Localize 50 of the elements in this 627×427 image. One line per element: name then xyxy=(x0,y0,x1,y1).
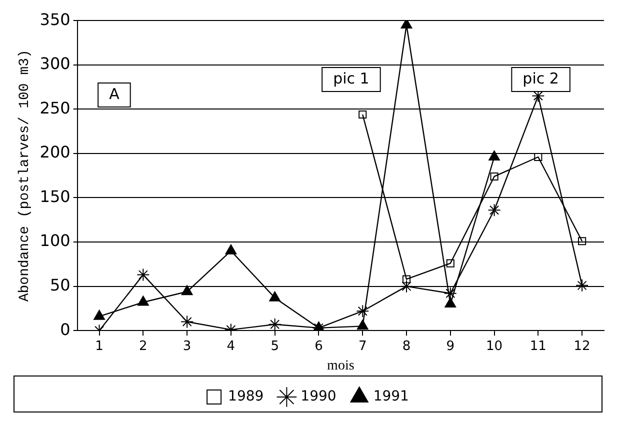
y-tick-label: 250 xyxy=(40,98,70,118)
point xyxy=(137,296,149,306)
point xyxy=(94,310,105,320)
point xyxy=(356,304,370,318)
x-tick-label: 1 xyxy=(95,338,104,354)
y-tick-label: 200 xyxy=(40,142,70,162)
point xyxy=(446,259,454,268)
legend-label: 1989 xyxy=(228,388,264,405)
point xyxy=(400,280,413,293)
x-tick-label: 10 xyxy=(486,338,503,354)
point xyxy=(136,268,150,282)
annotation: A xyxy=(109,84,120,103)
legend-label: 1991 xyxy=(373,388,409,405)
point xyxy=(488,150,500,160)
y-tick-label: 350 xyxy=(40,10,70,29)
point xyxy=(578,237,586,246)
point xyxy=(490,172,498,181)
x-tick-label: 9 xyxy=(446,338,455,354)
point xyxy=(402,275,411,284)
point xyxy=(180,315,194,328)
x-axis-title: mois xyxy=(327,358,354,374)
point xyxy=(225,244,237,254)
x-tick-label: 2 xyxy=(139,338,148,354)
x-tick-label: 12 xyxy=(574,338,590,354)
point xyxy=(356,320,368,330)
point xyxy=(268,318,282,331)
x-tick-label: 5 xyxy=(270,338,279,354)
y-tick-label: 50 xyxy=(50,275,70,294)
point xyxy=(576,278,589,292)
y-tick-label: 150 xyxy=(40,186,70,206)
point xyxy=(400,20,412,29)
legend-label: 1990 xyxy=(300,388,336,405)
point xyxy=(488,204,501,217)
y-tick-label: 100 xyxy=(40,231,70,250)
point xyxy=(269,291,281,302)
y-tick-label: 0 xyxy=(60,320,70,339)
y-axis-title: Abondance (postlarves/ 100 m3) xyxy=(17,50,34,302)
x-tick-label: 4 xyxy=(226,338,236,354)
x-tick-label: 3 xyxy=(182,338,192,354)
annotation: pic 2 xyxy=(522,69,559,88)
point xyxy=(444,298,456,308)
annotation: pic 1 xyxy=(333,69,370,88)
point xyxy=(444,286,457,300)
x-tick-label: 11 xyxy=(530,338,546,354)
x-tick-label: 6 xyxy=(314,338,323,354)
point xyxy=(358,110,367,119)
x-tick-label: 7 xyxy=(358,338,367,354)
point xyxy=(181,285,193,296)
y-tick-label: 300 xyxy=(40,54,70,74)
x-tick-label: 8 xyxy=(402,338,411,354)
